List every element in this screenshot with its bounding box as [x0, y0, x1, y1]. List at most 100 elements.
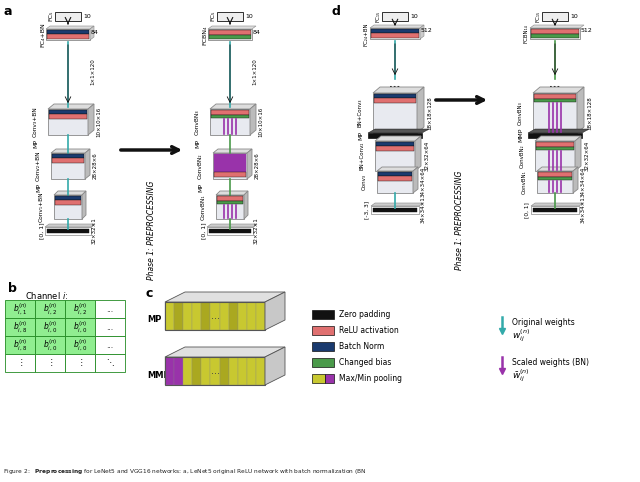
Polygon shape — [45, 224, 95, 227]
Bar — [95, 318, 125, 336]
Bar — [211, 302, 220, 330]
Polygon shape — [530, 25, 584, 28]
Bar — [312, 358, 334, 367]
Text: Phase 1: PREPROCESSING: Phase 1: PREPROCESSING — [456, 170, 465, 270]
Text: ReLU activation: ReLU activation — [339, 326, 399, 335]
Bar — [371, 206, 419, 214]
Bar — [5, 336, 35, 354]
Bar — [35, 336, 65, 354]
Bar — [210, 109, 250, 135]
Polygon shape — [575, 136, 581, 171]
Polygon shape — [577, 87, 584, 133]
Bar — [228, 357, 237, 385]
Bar — [211, 110, 249, 115]
Bar — [237, 357, 247, 385]
Polygon shape — [54, 191, 86, 195]
Bar — [216, 195, 244, 219]
Polygon shape — [250, 104, 256, 135]
Text: 34×34×64: 34×34×64 — [421, 167, 426, 197]
Text: ...: ... — [389, 80, 401, 90]
Text: 1×1×120: 1×1×120 — [252, 59, 257, 85]
Bar — [46, 29, 90, 40]
Polygon shape — [375, 136, 421, 141]
Bar — [47, 229, 89, 233]
Bar — [35, 300, 65, 318]
Text: [0, 1]: [0, 1] — [524, 202, 529, 218]
Polygon shape — [265, 292, 285, 330]
Text: ...: ... — [211, 366, 220, 376]
Text: 34×34×1: 34×34×1 — [421, 197, 426, 223]
Bar — [192, 357, 202, 385]
Bar — [378, 176, 412, 181]
Text: $b_{i,8}^{(n)}$: $b_{i,8}^{(n)}$ — [13, 337, 28, 353]
Bar — [52, 158, 84, 163]
Text: ...: ... — [106, 322, 113, 332]
Bar — [312, 342, 334, 351]
Bar — [165, 302, 174, 330]
Bar — [371, 33, 419, 38]
Text: 84: 84 — [253, 29, 261, 35]
Bar — [530, 28, 580, 39]
Text: [0, 1]: [0, 1] — [39, 223, 44, 239]
Bar — [52, 154, 84, 158]
Bar — [192, 302, 202, 330]
Text: FC₂₄+BN: FC₂₄+BN — [364, 22, 369, 46]
Bar — [312, 326, 334, 335]
Bar — [382, 12, 408, 21]
Text: $\ddots$: $\ddots$ — [106, 358, 115, 369]
Bar — [207, 227, 253, 235]
Bar — [378, 172, 412, 176]
Text: 10: 10 — [410, 13, 418, 18]
Text: $b_{i,0}^{(n)}$: $b_{i,0}^{(n)}$ — [43, 320, 58, 335]
Text: 10: 10 — [245, 13, 253, 18]
Bar — [538, 177, 572, 180]
Text: ConvBN₁: ConvBN₁ — [201, 194, 206, 220]
Text: Batch Norm: Batch Norm — [339, 342, 384, 351]
Text: c: c — [145, 287, 152, 300]
Polygon shape — [165, 292, 285, 302]
Bar — [533, 93, 577, 133]
Bar — [535, 141, 575, 171]
Bar — [174, 302, 183, 330]
Polygon shape — [535, 136, 581, 141]
Polygon shape — [213, 149, 252, 153]
Text: ...: ... — [549, 80, 561, 90]
Text: 34×34×64: 34×34×64 — [581, 167, 586, 197]
Text: BN+Conv₂: BN+Conv₂ — [360, 142, 365, 170]
Bar — [237, 302, 247, 330]
Bar — [371, 29, 419, 33]
Text: MP: MP — [198, 183, 203, 191]
Bar — [165, 302, 265, 330]
Bar — [49, 110, 87, 114]
Text: ...: ... — [106, 340, 113, 349]
Polygon shape — [207, 224, 257, 227]
Text: $b_{i,1}^{(n)}$: $b_{i,1}^{(n)}$ — [13, 301, 28, 317]
Bar — [202, 302, 211, 330]
Text: $b_{i,2}^{(n)}$: $b_{i,2}^{(n)}$ — [43, 301, 58, 317]
Text: MP: MP — [36, 183, 41, 191]
Bar — [209, 229, 251, 233]
Text: $b_{i,8}^{(n)}$: $b_{i,8}^{(n)}$ — [13, 320, 28, 335]
Polygon shape — [48, 104, 94, 109]
Bar — [214, 172, 246, 177]
Bar — [174, 357, 183, 385]
Bar — [183, 357, 192, 385]
Bar — [228, 302, 237, 330]
Bar — [209, 35, 251, 39]
Text: Zero padding: Zero padding — [339, 310, 390, 319]
Polygon shape — [415, 136, 421, 171]
Bar — [373, 208, 417, 212]
Bar — [208, 29, 252, 40]
Text: ...: ... — [211, 311, 220, 321]
Text: FC₁₅: FC₁₅ — [535, 11, 540, 22]
Text: ConvBN₂: ConvBN₂ — [198, 153, 203, 179]
Text: MP: MP — [195, 139, 200, 148]
Text: 10×10×16: 10×10×16 — [96, 107, 101, 137]
Text: 32×32×64: 32×32×64 — [585, 141, 590, 171]
Bar — [51, 153, 85, 179]
Bar — [220, 357, 228, 385]
Text: [-3, 3]: [-3, 3] — [364, 201, 369, 219]
Polygon shape — [371, 203, 423, 206]
Bar — [247, 302, 256, 330]
Bar — [528, 133, 582, 138]
